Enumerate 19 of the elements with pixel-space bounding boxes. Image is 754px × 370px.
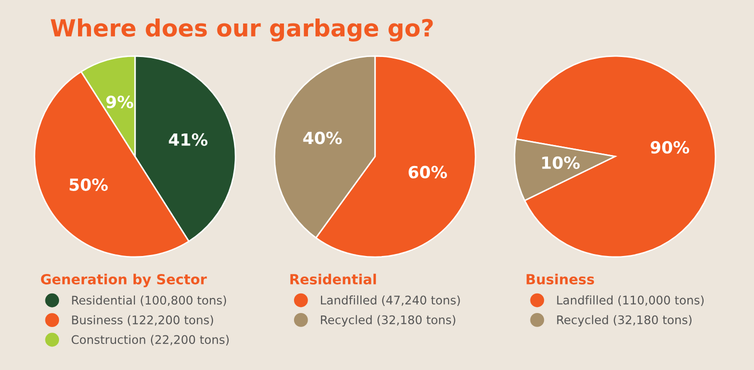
pie-slice [515,55,716,258]
legend-label: Residential (100,800 tons) [72,296,226,306]
data-label: 41% [168,133,208,146]
data-label: 9% [106,96,134,108]
data-label: 10% [542,156,580,170]
legend-label: Landfilled (110,000 tons) [557,295,704,306]
data-label: 60% [408,166,447,178]
legend-label: Construction (22,200 tons) [72,334,229,346]
legend-label: Recycled (32,180 tons) [557,315,692,327]
data-label: 90% [650,141,690,154]
legend-title: Business [526,274,594,284]
legend-label: Business (122,200 tons) [72,315,214,326]
data-label: 50% [70,178,108,191]
legend-label: Landfilled (47,240 tons) [320,295,460,306]
legend-title: Generation by Sector [41,274,207,288]
data-label: 40% [303,132,342,144]
legend-title: Residential [290,274,376,284]
chart-title: Where does our garbage go? [50,18,433,42]
legend-label: Recycled (32,180 tons) [320,315,456,327]
